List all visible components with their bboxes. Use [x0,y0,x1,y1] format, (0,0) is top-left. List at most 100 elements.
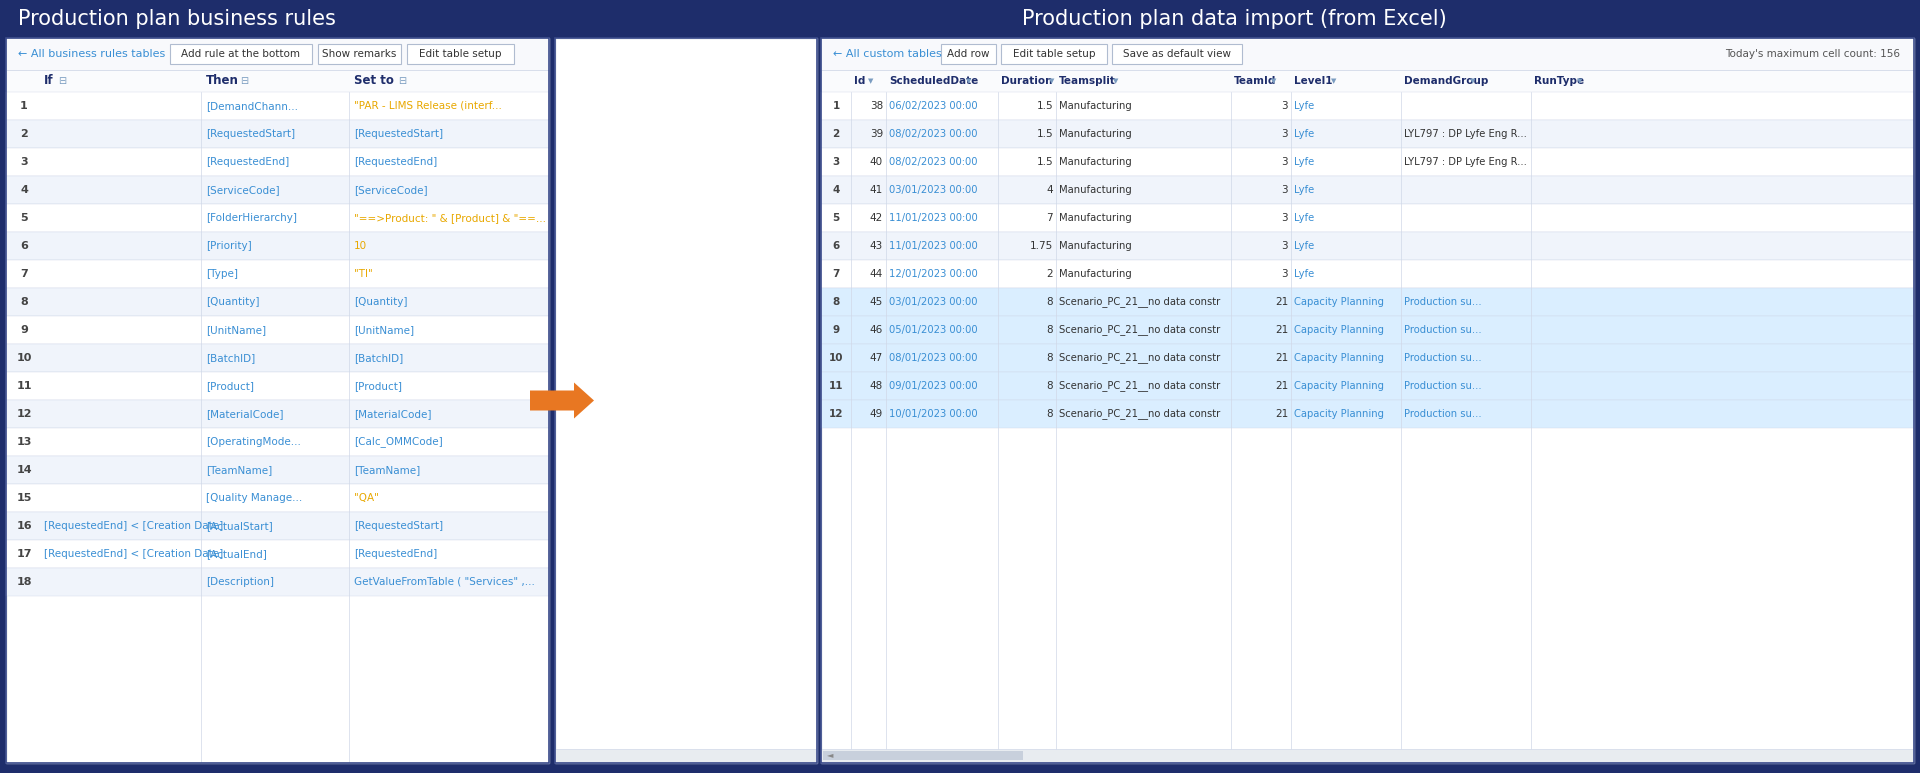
Text: 47: 47 [870,353,883,363]
Text: 4: 4 [19,185,29,195]
Text: Lyfe: Lyfe [1294,185,1315,195]
Text: Production su...: Production su... [1404,325,1482,335]
Text: 8: 8 [1046,381,1052,391]
Text: 09/01/2023 00:00: 09/01/2023 00:00 [889,381,977,391]
Text: 41: 41 [870,185,883,195]
Text: "PAR - LIMS Release (interf...: "PAR - LIMS Release (interf... [353,101,501,111]
Text: Today's maximum cell count: 156: Today's maximum cell count: 156 [1724,49,1901,59]
Bar [6,400,549,428]
Bar [6,92,549,120]
Text: 03/01/2023 00:00: 03/01/2023 00:00 [889,297,977,307]
Text: "TI": "TI" [353,269,372,279]
Text: [ServiceCode]: [ServiceCode] [205,185,280,195]
Text: 3: 3 [1281,241,1288,251]
Text: 3: 3 [1281,213,1288,223]
Bar [555,0,1914,38]
Text: [MaterialCode]: [MaterialCode] [353,409,432,419]
Text: 7: 7 [831,269,839,279]
Text: [BatchID]: [BatchID] [353,353,403,363]
Text: ▼: ▼ [1331,78,1336,84]
Text: [RequestedEnd] < [Creation Date]: [RequestedEnd] < [Creation Date] [44,521,223,531]
Text: 12: 12 [829,409,843,419]
Text: 21: 21 [1275,381,1288,391]
Text: 5: 5 [21,213,27,223]
Bar [822,288,1914,316]
Bar [822,38,1914,70]
Text: 8: 8 [1046,297,1052,307]
Bar [822,38,1914,763]
Text: 10: 10 [15,353,33,363]
Bar [822,38,1914,763]
Polygon shape [530,383,593,418]
Bar [822,120,1914,148]
Text: ⊟: ⊟ [397,76,407,86]
Text: 6: 6 [833,241,839,251]
Text: Level1: Level1 [1294,76,1332,86]
Text: 11: 11 [829,381,843,391]
Text: ▼: ▼ [1050,78,1054,84]
Text: 8: 8 [1046,353,1052,363]
Text: [OperatingMode...: [OperatingMode... [205,437,301,447]
Text: [MaterialCode]: [MaterialCode] [205,409,284,419]
Text: 3: 3 [1281,185,1288,195]
Text: 3: 3 [1281,101,1288,111]
Bar [6,0,549,38]
Text: 15: 15 [15,493,33,503]
Text: Production su...: Production su... [1404,353,1482,363]
Text: 05/01/2023 00:00: 05/01/2023 00:00 [889,325,977,335]
Bar [824,751,1023,760]
Text: [BatchID]: [BatchID] [205,353,255,363]
Text: Lyfe: Lyfe [1294,269,1315,279]
Text: Manufacturing: Manufacturing [1060,241,1131,251]
Text: Production plan business rules: Production plan business rules [17,9,336,29]
Text: [Type]: [Type] [205,269,238,279]
Text: 21: 21 [1275,409,1288,419]
Text: 06/02/2023 00:00: 06/02/2023 00:00 [889,101,977,111]
Text: RunType: RunType [1534,76,1584,86]
Text: 5: 5 [833,213,839,223]
Text: [ActualEnd]: [ActualEnd] [205,549,267,559]
Text: Manufacturing: Manufacturing [1060,157,1131,167]
Text: 8: 8 [1046,325,1052,335]
Text: Scenario_PC_21__no data constr: Scenario_PC_21__no data constr [1060,352,1221,363]
Text: Scenario_PC_21__no data constr: Scenario_PC_21__no data constr [1060,297,1221,308]
Text: "QA": "QA" [353,493,378,503]
Text: 08/02/2023 00:00: 08/02/2023 00:00 [889,157,977,167]
Text: Duration: Duration [1000,76,1052,86]
Text: 21: 21 [1275,353,1288,363]
Text: Then: Then [205,74,238,87]
Text: Lyfe: Lyfe [1294,213,1315,223]
Text: Edit table setup: Edit table setup [1012,49,1094,59]
Text: ◄: ◄ [828,751,833,760]
Text: 8: 8 [19,297,29,307]
Bar [822,372,1914,400]
Text: Add row: Add row [947,49,989,59]
Bar [6,540,549,568]
Text: ▼: ▼ [1271,78,1277,84]
Text: LYL797 : DP Lyfe Eng R...: LYL797 : DP Lyfe Eng R... [1404,129,1526,139]
Text: 10/01/2023 00:00: 10/01/2023 00:00 [889,409,977,419]
Text: 6: 6 [19,241,29,251]
Text: 8: 8 [833,297,839,307]
Text: 14: 14 [15,465,33,475]
Text: 7: 7 [19,269,29,279]
Text: ▼: ▼ [966,78,972,84]
Text: 42: 42 [870,213,883,223]
Text: 8: 8 [1046,409,1052,419]
Bar [6,484,549,512]
Text: 2: 2 [833,129,839,139]
Text: Set to: Set to [353,74,394,87]
Text: 1.5: 1.5 [1037,129,1052,139]
Text: Add rule at the bottom: Add rule at the bottom [180,49,300,59]
Text: Lyfe: Lyfe [1294,157,1315,167]
Text: Scenario_PC_21__no data constr: Scenario_PC_21__no data constr [1060,325,1221,335]
Text: 18: 18 [15,577,33,587]
Text: Production plan data import (from Excel): Production plan data import (from Excel) [1021,9,1448,29]
Text: 10: 10 [829,353,843,363]
Text: 2: 2 [1046,269,1052,279]
Text: 12: 12 [15,409,33,419]
Bar [822,400,1914,428]
Text: 44: 44 [870,269,883,279]
Text: Capacity Planning: Capacity Planning [1294,297,1384,307]
Text: 08/02/2023 00:00: 08/02/2023 00:00 [889,129,977,139]
